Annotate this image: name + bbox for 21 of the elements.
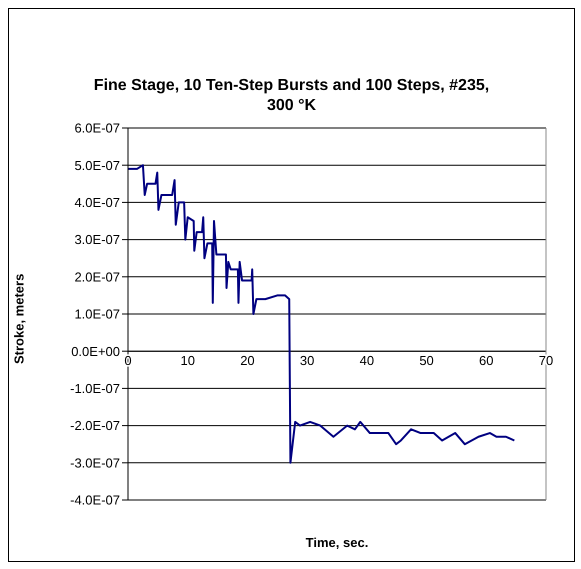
y-tick-label: -3.0E-07 <box>70 455 120 470</box>
x-tick-label: 10 <box>180 353 195 368</box>
y-tick-label: 4.0E-07 <box>74 195 120 210</box>
y-tick-label: -4.0E-07 <box>70 492 120 508</box>
chart-title: Fine Stage, 10 Ten-Step Bursts and 100 Steps, #235, 300 °K <box>92 76 490 116</box>
y-tick-label: -2.0E-07 <box>70 418 120 434</box>
y-tick-label: 5.0E-07 <box>74 158 120 173</box>
y-tick-label: 3.0E-07 <box>74 232 120 248</box>
y-tick-label: 6.0E-07 <box>74 120 120 136</box>
x-axis-title: Time, sec. <box>306 535 368 550</box>
x-tick-label: 20 <box>240 353 255 368</box>
x-tick-label: 30 <box>300 353 314 368</box>
y-tick-label: 0.0E+00 <box>71 344 120 359</box>
x-tick-label: 60 <box>479 353 494 368</box>
y-tick-label: -1.0E-07 <box>70 381 120 396</box>
x-tick-label: 70 <box>538 353 554 368</box>
x-tick-label: 40 <box>360 353 374 368</box>
y-tick-label: 2.0E-07 <box>74 269 120 284</box>
y-axis-title: Stroke, meters <box>12 274 27 364</box>
y-tick-label: 1.0E-07 <box>74 306 120 322</box>
x-tick-label: 50 <box>419 353 434 368</box>
